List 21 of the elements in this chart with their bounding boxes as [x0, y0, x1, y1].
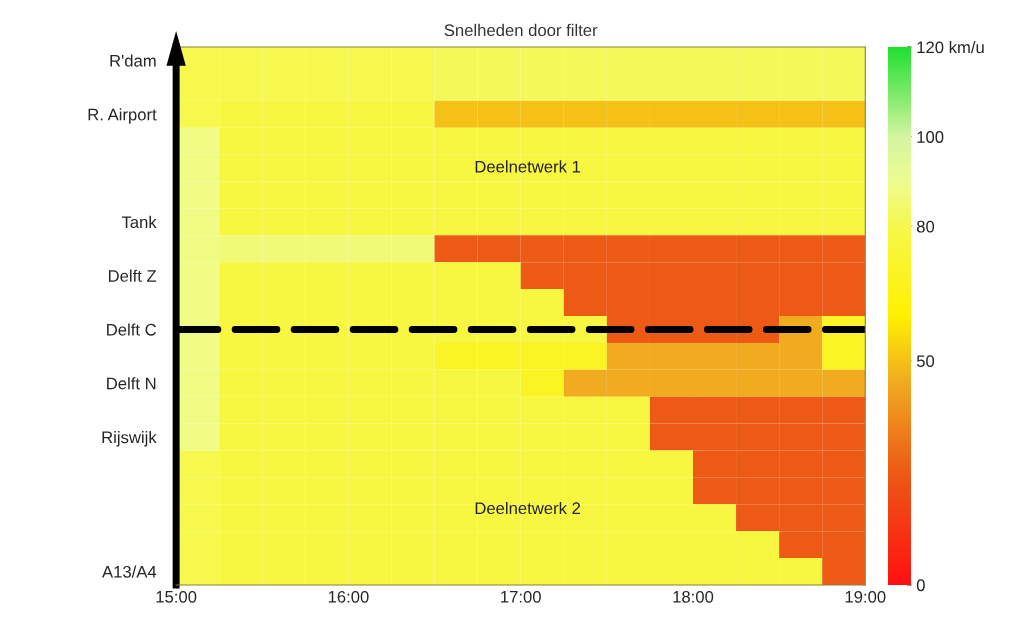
y-tick-label: Rijswijk [102, 430, 157, 447]
color-bar-label: 0 [916, 579, 925, 592]
color-bar-label: 50 [916, 355, 935, 368]
x-tick-label: 17:00 [501, 590, 541, 603]
y-tick-label: Delft C [107, 323, 157, 336]
x-tick-label: 19:00 [845, 590, 886, 603]
chart-title: Snelheden door filter [444, 23, 598, 37]
y-tick-label: R. Airport [88, 108, 157, 124]
color-bar-label: 80 [916, 220, 935, 233]
y-tick-label: Delft N [107, 377, 156, 390]
y-tick-label: Tank [121, 215, 157, 229]
annotation: Deelnetwerk 1 [475, 160, 581, 173]
x-tick-label: 16:00 [328, 590, 369, 603]
color-bar-label: 120 km/u [917, 41, 984, 54]
x-tick-label: 18:00 [673, 590, 714, 603]
x-tick-label: 15:00 [156, 590, 197, 603]
y-tick-label: Delft Z [108, 269, 157, 282]
annotation: Deelnetwerk 2 [475, 501, 581, 515]
color-bar-label: 100 [917, 131, 944, 143]
y-tick-label: R'dam [110, 54, 156, 67]
y-tick-label: A13/A4 [102, 565, 157, 578]
